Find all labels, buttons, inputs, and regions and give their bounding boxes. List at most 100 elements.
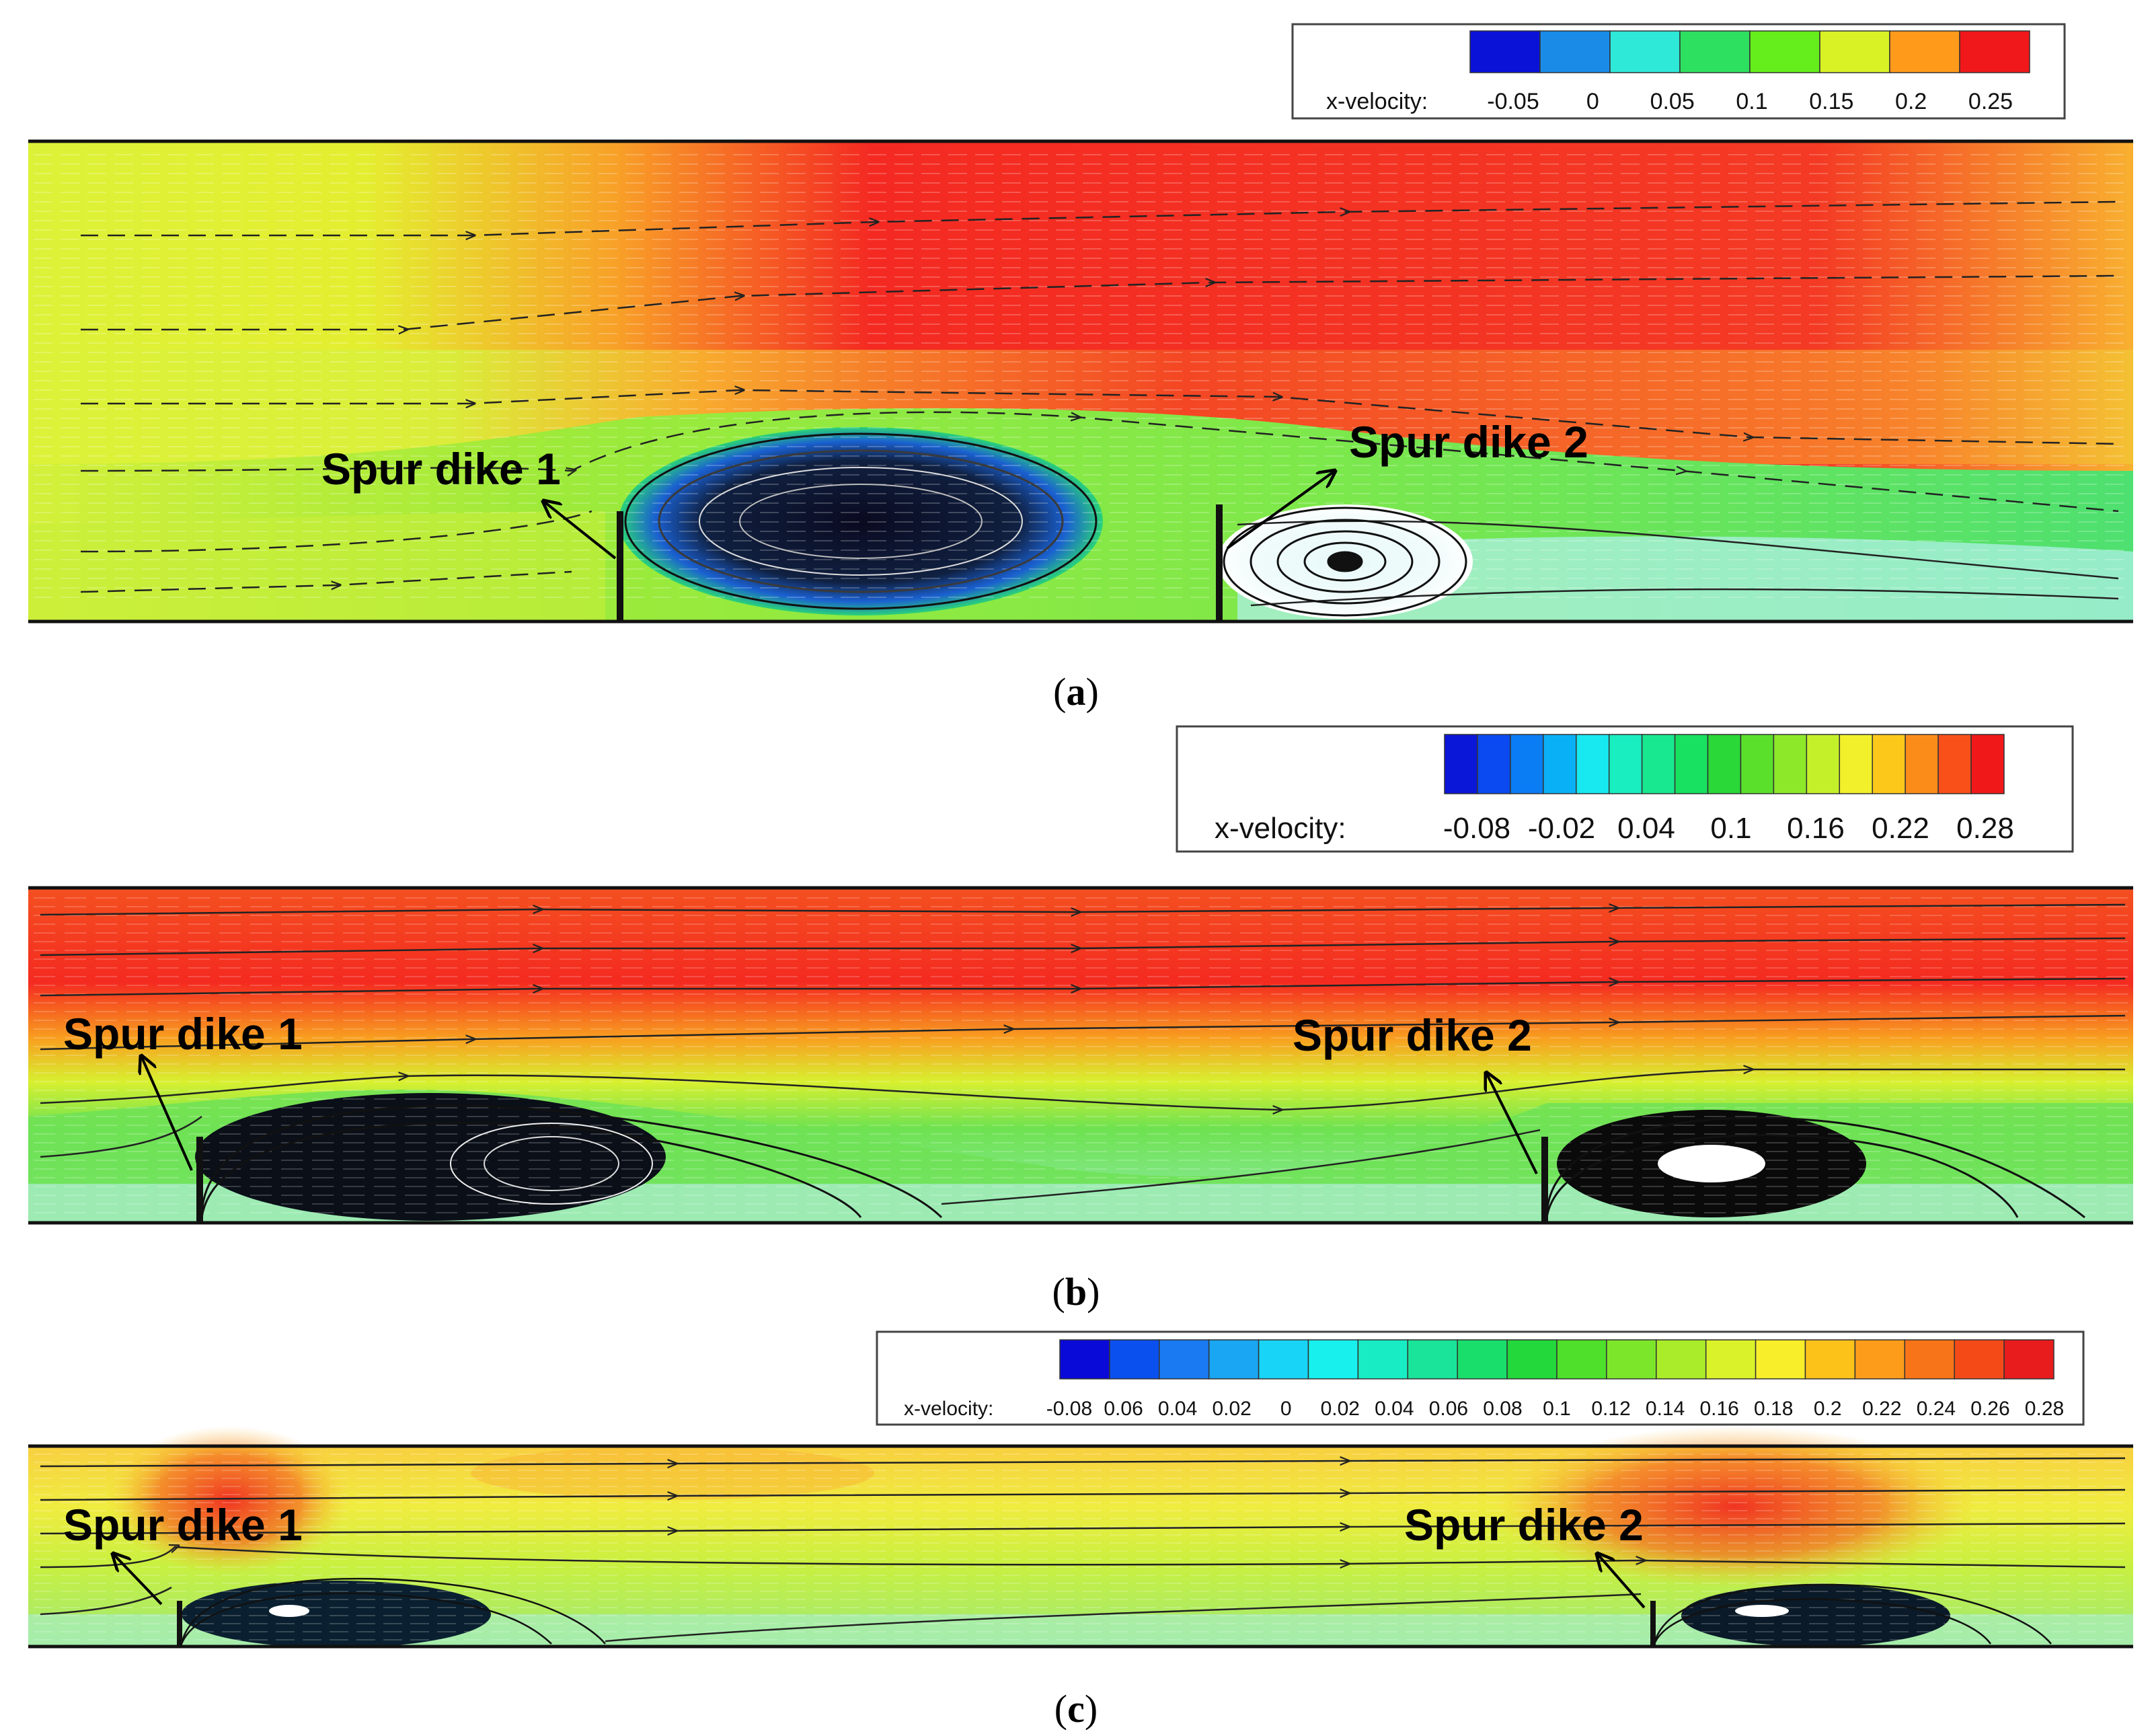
legend-swatch: [1510, 734, 1544, 794]
legend-label-b: x-velocity:: [1215, 812, 1346, 845]
legend-swatch: [1307, 1339, 1359, 1380]
legend-colorbar-a: [1469, 30, 2030, 73]
velocity-field-a: [28, 143, 2133, 620]
streamline: [941, 1129, 1541, 1205]
legend-b: x-velocity: -0.08 -0.02 0.04 0.1 0.16 0.22 0.2…: [1176, 725, 2074, 853]
caption-a: (a): [1053, 670, 1099, 714]
pointer-arrow-dike1-a: [543, 501, 617, 560]
eddy-rings-c: [180, 1577, 2052, 1645]
legend-tick-label: 0.16: [1699, 1398, 1738, 1420]
legend-tick-label: 0.1: [1543, 1398, 1571, 1420]
legend-tick-label: 0.22: [1872, 812, 1929, 845]
streamline: [1250, 588, 2119, 607]
dike-label-2-c: Spur dike 2: [1404, 1500, 1644, 1550]
legend-c: x-velocity: -0.08 0.06 0.04 0.02 0 0.02 0.04 0.…: [876, 1330, 2085, 1426]
caption-c: (c): [1054, 1687, 1098, 1731]
legend-swatch: [1609, 30, 1681, 73]
caption-letter-c: c: [1067, 1687, 1085, 1731]
streamline: [40, 1069, 2125, 1110]
legend-tick-label: 0.24: [1917, 1398, 1956, 1420]
caption-letter-b: b: [1065, 1270, 1087, 1314]
legend-swatch: [1208, 1339, 1260, 1380]
caption-letter-a: a: [1067, 670, 1086, 714]
pointer-arrow-dike2-b: [1486, 1073, 1538, 1174]
legend-swatch: [1457, 1339, 1508, 1380]
streamline: [40, 938, 2126, 956]
legend-swatch: [1819, 30, 1890, 73]
legend-swatch: [1970, 734, 2005, 794]
legend-tick-label: 0.04: [1375, 1398, 1414, 1420]
legend-tick-label: -0.05: [1487, 89, 1539, 114]
legend-tick-label: 0.15: [1809, 89, 1853, 114]
channel-walls-b: [28, 886, 2133, 1225]
legend-swatch: [1904, 1339, 1955, 1380]
dike-label-1-a: Spur dike 1: [321, 444, 561, 494]
legend-tick-label: 0.18: [1754, 1398, 1793, 1420]
legend-swatch: [1576, 734, 1610, 794]
streamline: [605, 1593, 1642, 1643]
legend-swatch: [1159, 1339, 1210, 1380]
legend-swatch: [1749, 30, 1820, 73]
panel-a: Spur dike 1 Spur dike 2 x-velocity: -0.0…: [28, 23, 2133, 714]
legend-tick-label: 0.14: [1646, 1398, 1685, 1420]
legend-swatch: [1357, 1339, 1409, 1380]
streamline: [40, 1490, 2126, 1501]
pointer-arrow-dike1-c: [113, 1554, 163, 1606]
legend-ticks-a: -0.05 0 0.05 0.1 0.15 0.2 0.25: [1487, 89, 2013, 114]
legend-tick-label: 0.2: [1814, 1398, 1842, 1420]
streamline: [81, 200, 2119, 235]
legend-swatch: [1804, 1339, 1856, 1380]
streamline: [1237, 520, 2119, 580]
streamline: [40, 1586, 172, 1616]
legend-swatch: [1656, 1339, 1707, 1380]
streamline: [80, 510, 592, 553]
legend-label-a: x-velocity:: [1326, 89, 1428, 114]
legend-tick-label: 0.28: [2025, 1398, 2064, 1420]
legend-swatch: [1556, 1339, 1607, 1380]
legend-ticks-b: -0.08 -0.02 0.04 0.1 0.16 0.22 0.28: [1443, 812, 2014, 845]
legend-swatch: [1506, 1339, 1558, 1380]
eddy-b-dike1: [195, 1093, 666, 1221]
legend-swatch: [1608, 734, 1643, 794]
legend-swatch: [1539, 30, 1611, 73]
legend-tick-label: 0: [1280, 1398, 1292, 1420]
legend-tick-label: 0.1: [1736, 89, 1767, 114]
dike-label-1-c: Spur dike 1: [63, 1500, 303, 1550]
legend-tick-label: 0.04: [1617, 812, 1675, 845]
legend-tick-label: 0: [1586, 89, 1599, 114]
channel-walls-a: [28, 139, 2133, 624]
legend-colorbar-c: [1059, 1339, 2054, 1380]
legend-swatch: [1755, 1339, 1806, 1380]
streamline: [40, 979, 2126, 997]
legend-swatch: [1606, 1339, 1657, 1380]
legend-tick-label: 0.1: [1710, 812, 1751, 845]
legend-swatch: [1740, 734, 1775, 794]
streamlines-a: [80, 200, 2119, 607]
caption-b: (b): [1052, 1270, 1100, 1314]
panel-b: Spur dike 1 Spur dike 2 x-velocity: -0.0…: [28, 725, 2133, 1314]
legend-swatch: [2003, 1339, 2054, 1380]
pointer-arrow-dike1-b: [141, 1056, 193, 1171]
dike-label-2-a: Spur dike 2: [1349, 417, 1588, 467]
eddy-rings-a: [624, 432, 1467, 617]
legend-swatch: [1806, 734, 1841, 794]
legend-tick-label: 0.02: [1212, 1398, 1251, 1420]
legend-swatch: [1469, 30, 1541, 73]
streamline: [40, 1523, 2126, 1534]
streamline: [81, 274, 2119, 330]
legend-swatch: [1889, 30, 1960, 73]
legend-tick-label: 0.08: [1483, 1398, 1522, 1420]
legend-swatch: [1258, 1339, 1309, 1380]
legend-a: x-velocity: -0.05 0 0.05 0.1 0.15 0.2 0.25: [1291, 23, 2066, 120]
dike-label-2-b: Spur dike 2: [1293, 1010, 1532, 1060]
streamline: [40, 905, 2126, 915]
legend-tick-label: 0.26: [1970, 1398, 2009, 1420]
legend-tick-label: 0.28: [1956, 812, 2014, 845]
legend-swatch: [1854, 1339, 1906, 1380]
legend-ticks-c: -0.08 0.06 0.04 0.02 0 0.02 0.04 0.06 0.08 0.1 0.1…: [1046, 1398, 2064, 1420]
legend-swatch: [1954, 1339, 2005, 1380]
legend-tick-label: 0.22: [1862, 1398, 1901, 1420]
legend-tick-label: 0.2: [1895, 89, 1927, 114]
streamline: [40, 1115, 202, 1158]
